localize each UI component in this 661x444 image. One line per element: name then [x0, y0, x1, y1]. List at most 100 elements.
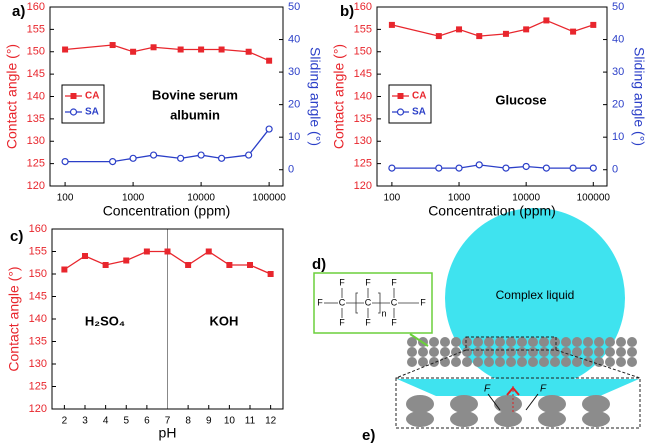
y2-tick-label: 0	[288, 164, 294, 176]
pillar	[473, 337, 483, 347]
y2-tick-label: 20	[288, 99, 300, 111]
marker	[522, 162, 530, 171]
pillar	[429, 337, 439, 347]
y-tick-label: 120	[29, 403, 47, 415]
marker	[266, 57, 273, 64]
y-tick-label: 160	[354, 1, 372, 13]
marker	[70, 93, 77, 99]
pillar	[407, 337, 417, 347]
force-label: F	[540, 384, 547, 395]
y-tick-label: 120	[27, 180, 45, 192]
pillar	[572, 347, 582, 357]
marker	[149, 151, 158, 159]
zoom-region	[465, 336, 557, 351]
pillar	[594, 347, 604, 357]
marker	[543, 17, 550, 24]
y-tick-label: 160	[27, 1, 45, 13]
y-axis-label: Contact angle (°)	[331, 44, 347, 149]
marker	[247, 262, 253, 268]
pillar	[462, 357, 472, 367]
y-tick-label: 135	[354, 113, 372, 125]
formula-pointer	[409, 333, 429, 347]
pillar	[572, 357, 582, 367]
pillar	[572, 337, 582, 347]
pillar	[495, 337, 505, 347]
panel-label: e)	[362, 427, 375, 444]
pillar	[616, 337, 626, 347]
atom: C	[339, 297, 346, 307]
y-axis-label: Contact angle (°)	[6, 266, 22, 371]
marker	[502, 30, 509, 37]
x-tick-label: 11	[245, 416, 256, 427]
marker	[82, 253, 88, 259]
marker	[590, 21, 597, 28]
y-tick-label: 150	[354, 46, 372, 58]
marker	[569, 164, 577, 172]
legend-label: CA	[412, 91, 426, 102]
atom: C	[365, 297, 372, 307]
atom: C	[391, 297, 398, 307]
annotation: H₂SO₄	[85, 313, 125, 328]
pillar	[429, 357, 439, 367]
pillar	[582, 395, 610, 413]
pillar	[506, 337, 516, 347]
pillar	[440, 337, 450, 347]
x-axis-label: Concentration (ppm)	[103, 203, 231, 219]
atom: F	[391, 317, 397, 327]
x-tick-label: 100	[57, 193, 74, 204]
zoom-substrate	[406, 395, 610, 427]
marker	[185, 262, 192, 268]
y-tick-label: 150	[27, 46, 45, 58]
series-line	[391, 164, 594, 169]
x-tick-label: 10	[224, 416, 236, 427]
x-tick-label: 10000	[187, 193, 215, 204]
pillar	[605, 357, 615, 367]
marker	[130, 48, 137, 55]
panel-label: a)	[12, 3, 25, 20]
pillar	[539, 347, 549, 357]
marker	[388, 21, 395, 28]
marker	[435, 33, 442, 40]
marker	[205, 248, 212, 255]
pillar	[450, 395, 478, 413]
plot-frame	[49, 6, 284, 187]
pillar	[517, 357, 527, 367]
y-axis-label: Contact angle (°)	[4, 44, 20, 149]
pillar	[561, 337, 571, 347]
series-line	[65, 128, 270, 163]
annotation: Bovine serum	[152, 87, 238, 102]
x-tick-label: 7	[165, 416, 171, 427]
panel-label: d)	[312, 256, 326, 273]
y-tick-label: 150	[29, 268, 47, 280]
pillar	[462, 337, 472, 347]
pillar	[582, 411, 610, 427]
pillar	[451, 357, 461, 367]
x-tick-label: 100000	[577, 193, 611, 204]
y-tick-label: 140	[29, 313, 47, 325]
marker	[61, 266, 68, 273]
marker	[177, 46, 184, 53]
marker	[177, 154, 185, 162]
y-tick-label: 125	[29, 380, 47, 392]
pillar	[550, 357, 560, 367]
marker	[435, 164, 443, 172]
pillar	[440, 347, 450, 357]
series-line	[65, 44, 270, 62]
x-tick-label: 3	[82, 416, 88, 427]
y-tick-label: 140	[27, 90, 45, 102]
y2-tick-label: 50	[288, 1, 300, 13]
pillar	[539, 337, 549, 347]
series-line	[391, 19, 594, 37]
y2-tick-label: 20	[612, 99, 624, 111]
pillar	[506, 357, 516, 367]
bracket	[378, 292, 381, 314]
legend-label: CA	[85, 91, 99, 102]
y-tick-label: 155	[27, 23, 45, 35]
pillar	[627, 337, 637, 347]
liquid-interface	[397, 379, 639, 396]
y-tick-label: 130	[27, 135, 45, 147]
pillar	[605, 347, 615, 357]
pillar	[594, 337, 604, 347]
x-tick-label: 1000	[122, 193, 145, 204]
